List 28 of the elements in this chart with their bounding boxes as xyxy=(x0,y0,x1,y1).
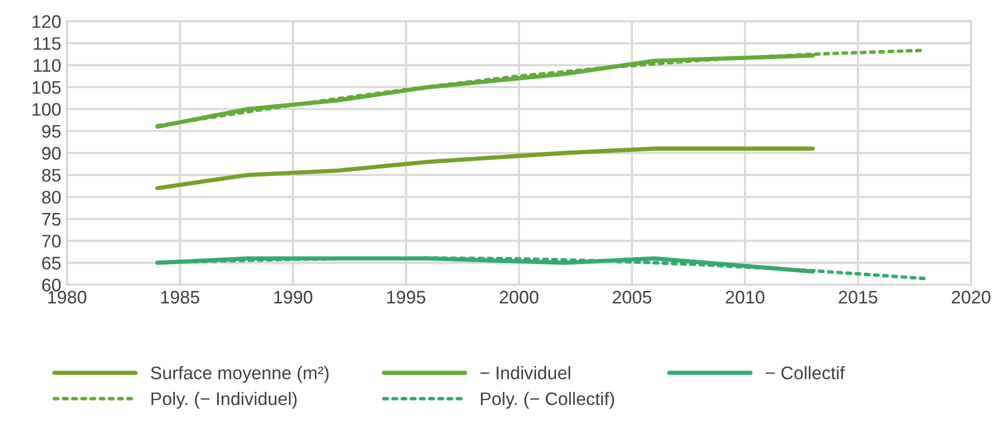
legend-label: Poly. (− Individuel) xyxy=(152,392,297,409)
x-tick-label: 2005 xyxy=(612,290,652,304)
y-tick-label: 105 xyxy=(32,81,61,94)
y-tick-label: 110 xyxy=(34,59,61,72)
line-series xyxy=(155,146,815,190)
legend-label: − Individuel xyxy=(480,366,570,380)
x-tick-label: 1980 xyxy=(48,290,86,304)
legend-label: − Collectif xyxy=(766,366,845,380)
y-tick-label: 70 xyxy=(42,234,61,248)
y-tick-label: 115 xyxy=(34,37,61,50)
x-tick-label: 1995 xyxy=(387,290,426,304)
y-tick-label: 65 xyxy=(42,256,61,270)
x-tick-label: 2000 xyxy=(500,290,538,304)
x-tick-label: 2010 xyxy=(726,290,764,304)
y-tick-label: 120 xyxy=(32,15,61,28)
y-tick-label: 95 xyxy=(42,124,61,138)
x-tick-label: 2020 xyxy=(952,290,990,304)
y-tick-label: 80 xyxy=(42,190,61,204)
x-tick-label: 1985 xyxy=(161,290,200,304)
y-tick-label: 75 xyxy=(42,212,61,226)
x-tick-label: 2015 xyxy=(838,290,878,304)
y-tick-label: 60 xyxy=(42,278,61,292)
y-tick-label: 90 xyxy=(42,146,61,160)
x-tick-label: 1990 xyxy=(274,290,312,304)
legend-label: Poly. (− Collectif) xyxy=(480,392,614,409)
y-tick-label: 100 xyxy=(32,103,61,116)
y-tick-label: 85 xyxy=(42,168,61,182)
legend-label: Surface moyenne (m²) xyxy=(150,366,329,383)
